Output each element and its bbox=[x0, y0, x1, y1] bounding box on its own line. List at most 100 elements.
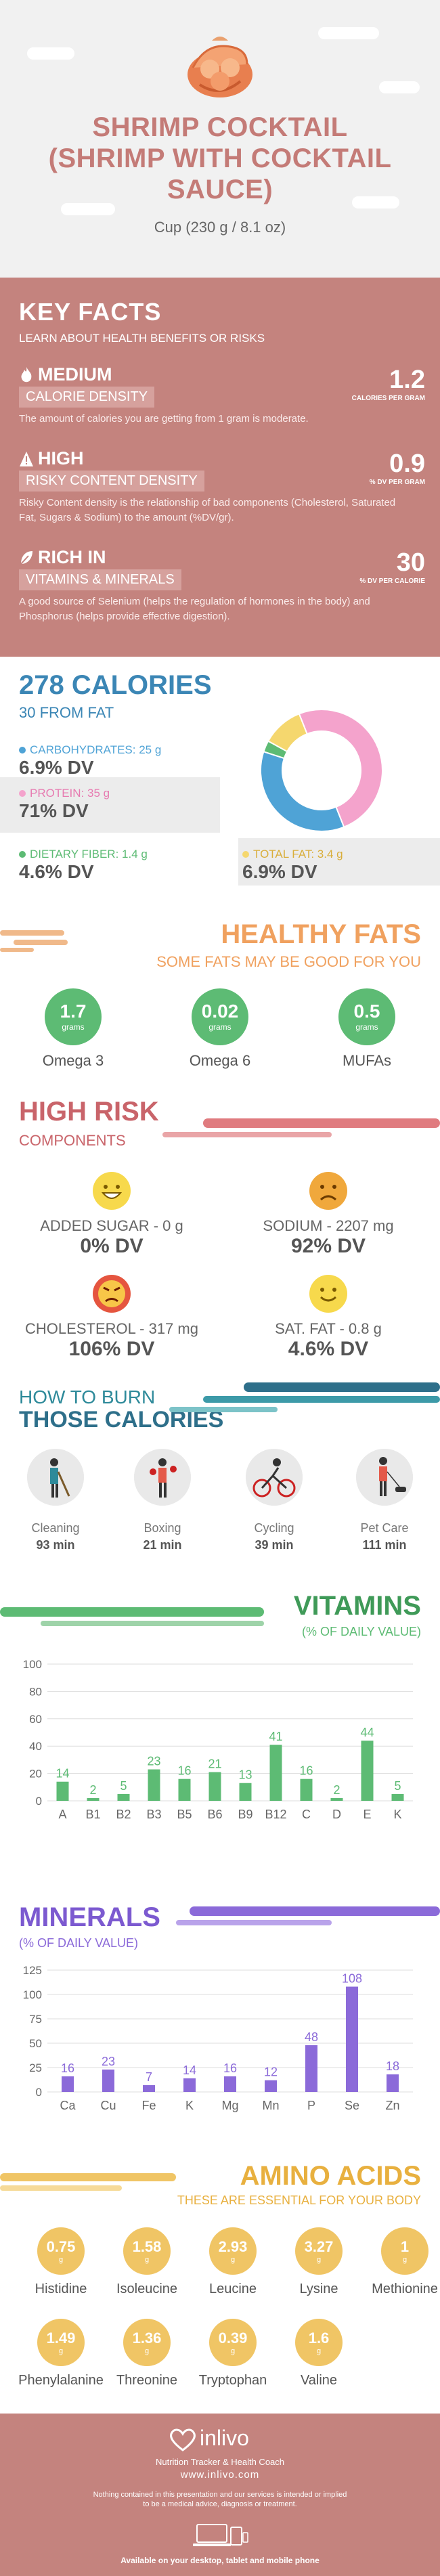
amino-unit: g bbox=[316, 2347, 322, 2355]
y-tick-label: 125 bbox=[23, 1964, 42, 1977]
fat-value: 0.02 bbox=[201, 1001, 239, 1022]
healthy-fats-title: HEALTHY FATS bbox=[221, 919, 421, 949]
vitamins-title: VITAMINS bbox=[293, 1591, 421, 1621]
risk-label: ADDED SUGAR - 0 g bbox=[40, 1217, 183, 1234]
protein-item: PROTEIN: 35 g 71% DV bbox=[19, 787, 110, 822]
amino-name: Histidine bbox=[35, 2282, 87, 2296]
key-facts-title: KEY FACTS bbox=[19, 298, 162, 326]
x-tick-label: E bbox=[363, 1808, 371, 1821]
bar bbox=[361, 1741, 374, 1801]
minerals-title: MINERALS bbox=[19, 1902, 160, 1932]
data-label: 44 bbox=[360, 1726, 374, 1739]
data-label: 16 bbox=[177, 1764, 191, 1778]
bar bbox=[178, 1778, 191, 1801]
fat-unit: grams bbox=[62, 1022, 85, 1032]
x-tick-label: D bbox=[332, 1808, 341, 1821]
bar bbox=[148, 1769, 160, 1801]
amino-unit: g bbox=[316, 2256, 322, 2264]
footer: inlivo Nutrition Tracker & Health Coach … bbox=[0, 2414, 440, 2576]
fact-description: Risky Content density is the relationshi… bbox=[19, 497, 396, 523]
amino-name: Threonine bbox=[116, 2373, 178, 2388]
amino-value: 1.36 bbox=[132, 2330, 162, 2346]
healthy-fats-subtitle: SOME FATS MAY BE GOOD FOR YOU bbox=[156, 953, 421, 970]
disclaimer-line: to be a medical advice, diagnosis or tre… bbox=[143, 2500, 297, 2508]
fact-level: MEDIUM bbox=[19, 364, 425, 385]
calories-section: 278 CALORIES 30 FROM FAT CARBOHYDRATES: … bbox=[0, 657, 440, 907]
y-tick-label: 100 bbox=[23, 1988, 42, 2001]
minerals-subtitle: (% OF DAILY VALUE) bbox=[19, 1936, 139, 1950]
x-tick-label: B12 bbox=[265, 1808, 286, 1821]
calories-title: 278 CALORIES bbox=[19, 670, 212, 700]
fact-level-text: HIGH bbox=[38, 448, 84, 468]
bar bbox=[102, 2069, 114, 2092]
activity-minutes: 21 min bbox=[143, 1538, 182, 1552]
amino-unit: g bbox=[58, 2256, 64, 2264]
calorie-density-fact: MEDIUM CALORIE DENSITY The amount of cal… bbox=[19, 364, 425, 427]
activity-cycling: Cycling 39 min bbox=[234, 1449, 315, 1552]
smile-face-icon bbox=[309, 1275, 347, 1313]
angry-face-icon bbox=[93, 1275, 131, 1313]
data-label: 23 bbox=[102, 2055, 115, 2068]
risky-content-fact: HIGH RISKY CONTENT DENSITY Risky Content… bbox=[19, 448, 425, 525]
data-label: 12 bbox=[264, 2066, 278, 2079]
vitamins-minerals-fact: RICH IN VITAMINS & MINERALS A good sourc… bbox=[19, 547, 425, 624]
data-label: 41 bbox=[269, 1730, 282, 1743]
fact-number: 30 bbox=[396, 548, 425, 577]
risk-label: SAT. FAT - 0.8 g bbox=[275, 1320, 382, 1337]
omega3-circle: 1.7 grams bbox=[45, 988, 102, 1045]
fact-level: HIGH bbox=[19, 448, 425, 469]
amino-circle: 1.6 g bbox=[295, 2319, 343, 2366]
fact-level: RICH IN bbox=[19, 547, 425, 568]
burn-section: HOW TO BURN THOSE CALORIES Cleaning 93 m… bbox=[0, 1368, 440, 1577]
fat-unit: grams bbox=[208, 1022, 232, 1032]
amino-name: Methionine bbox=[372, 2282, 438, 2296]
amino-circle: 1.58 g bbox=[123, 2227, 171, 2275]
carbs-label: CARBOHYDRATES: 25 g bbox=[19, 743, 161, 757]
data-label: 21 bbox=[208, 1758, 221, 1771]
fat-name: Omega 6 bbox=[189, 1052, 251, 1069]
y-tick-label: 0 bbox=[36, 2086, 42, 2099]
bar bbox=[224, 2076, 236, 2092]
bar bbox=[330, 1797, 343, 1801]
x-tick-label: B5 bbox=[177, 1808, 192, 1821]
data-label: 108 bbox=[342, 1971, 362, 1985]
decor-stripes bbox=[0, 2173, 176, 2191]
fat-item: TOTAL FAT: 3.4 g 6.9% DV bbox=[242, 848, 343, 883]
x-tick-label: Mn bbox=[262, 2099, 279, 2112]
fat-value: 0.5 bbox=[353, 1001, 380, 1022]
activity-minutes: 93 min bbox=[36, 1538, 75, 1552]
amino-unit: g bbox=[58, 2347, 64, 2355]
fact-label: VITAMINS & MINERALS bbox=[19, 569, 181, 590]
protein-highlight bbox=[0, 777, 220, 833]
bar bbox=[265, 2080, 277, 2092]
data-label: 2 bbox=[333, 1783, 340, 1797]
amino-name: Isoleucine bbox=[116, 2282, 178, 2296]
bar bbox=[387, 2074, 399, 2092]
amino-circle: 2.93 g bbox=[209, 2227, 257, 2275]
footer-url[interactable]: www.inlivo.com bbox=[180, 2469, 260, 2481]
cleaning-icon bbox=[27, 1449, 84, 1506]
amino-value: 3.27 bbox=[304, 2238, 334, 2255]
omega6-circle: 0.02 grams bbox=[192, 988, 248, 1045]
data-label: 23 bbox=[147, 1755, 160, 1768]
leaf-icon bbox=[20, 550, 32, 565]
bar bbox=[208, 1772, 221, 1801]
cloud-shape bbox=[352, 196, 399, 209]
amino-unit: g bbox=[230, 2347, 236, 2355]
carbs-dv: 6.9% DV bbox=[19, 757, 94, 778]
fiber-dv: 4.6% DV bbox=[19, 861, 94, 882]
page-title: SHRIMP COCKTAIL (SHRIMP WITH COCKTAIL SA… bbox=[14, 112, 426, 205]
brand-name: inlivo bbox=[200, 2426, 249, 2450]
sad-face-icon bbox=[309, 1172, 347, 1210]
x-tick-label: P bbox=[307, 2099, 315, 2112]
fiber-label: DIETARY FIBER: 1.4 g bbox=[19, 848, 148, 861]
high-risk-section: HIGH RISK COMPONENTS ADDED SUGAR - 0 g 0… bbox=[0, 1097, 440, 1368]
macros-donut-chart bbox=[260, 709, 383, 832]
fact-description: A good source of Selenium (helps the reg… bbox=[19, 596, 370, 622]
risk-dv: 4.6% DV bbox=[288, 1338, 369, 1360]
happy-face-icon bbox=[93, 1172, 131, 1210]
dot-icon bbox=[19, 790, 26, 797]
x-tick-label: Cu bbox=[100, 2099, 116, 2112]
fact-number: 0.9 bbox=[389, 450, 425, 478]
